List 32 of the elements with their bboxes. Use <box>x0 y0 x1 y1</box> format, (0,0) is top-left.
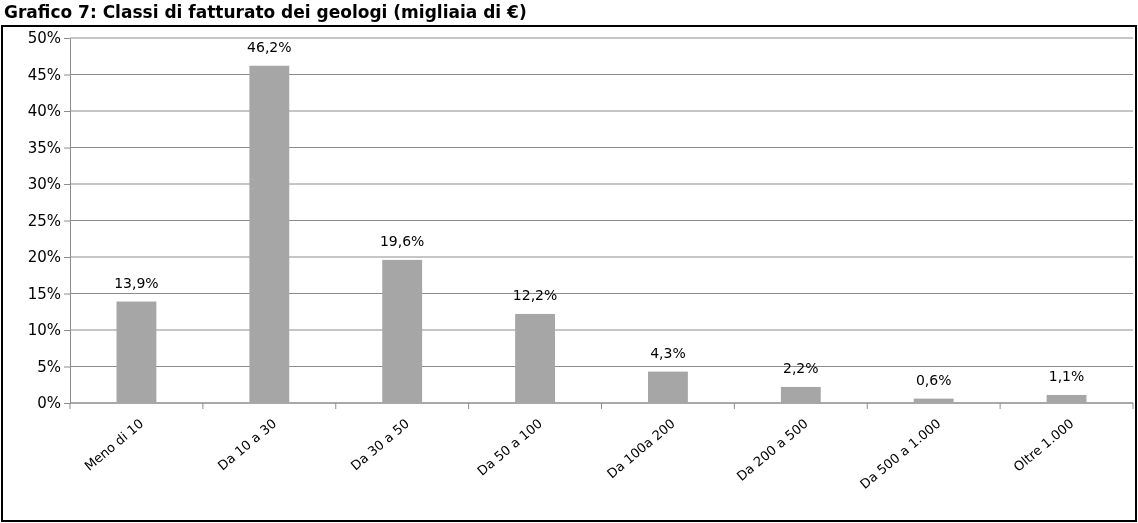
chart-title: Grafico 7: Classi di fatturato dei geologi (migliaia di €) <box>4 2 527 22</box>
y-tick-label: 50% <box>27 29 61 48</box>
y-tick-label: 20% <box>27 248 61 267</box>
data-label: 1,1% <box>1048 367 1085 384</box>
bar <box>382 259 423 403</box>
data-label: 0,6% <box>915 371 952 388</box>
bar <box>515 313 555 403</box>
bar <box>1046 394 1087 403</box>
data-label: 12,2% <box>512 286 558 303</box>
x-tick-label: Da 30 a 50 <box>347 415 413 474</box>
y-tick-label: 0% <box>37 394 61 413</box>
bar <box>648 371 688 403</box>
y-tick-label: 30% <box>27 175 61 194</box>
y-tick-label: 10% <box>27 321 61 340</box>
bar <box>116 301 157 403</box>
data-label: 2,2% <box>783 359 819 376</box>
bar <box>913 398 954 403</box>
y-tick-label: 25% <box>27 211 61 230</box>
data-label: 13,9% <box>114 274 159 291</box>
data-label: 46,2% <box>247 38 292 55</box>
x-tick-label: Da 200 a 500 <box>733 415 811 484</box>
data-label: 4,3% <box>650 344 686 361</box>
data-label: 19,6% <box>379 232 425 249</box>
x-tick-label: Da 50 a 100 <box>474 415 545 479</box>
bar <box>249 65 290 403</box>
y-tick-label: 5% <box>37 357 61 376</box>
y-tick-label: 40% <box>27 102 61 121</box>
y-tick-label: 45% <box>27 65 61 84</box>
y-tick-label: 35% <box>27 138 61 157</box>
y-tick-label: 15% <box>27 284 61 303</box>
bar <box>780 386 821 403</box>
x-tick-label: Da 10 a 30 <box>214 415 280 474</box>
